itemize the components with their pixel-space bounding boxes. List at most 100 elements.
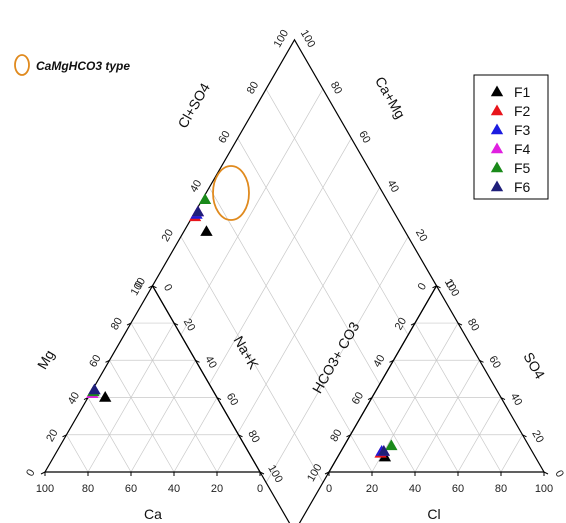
- cation-nak-tick: [195, 359, 200, 363]
- legend-label-f5: F5: [514, 160, 531, 176]
- cation-grid-line: [66, 434, 89, 473]
- diamond-grid-line: [265, 88, 409, 336]
- tick-label-ca-mg: 0: [443, 279, 456, 290]
- anion-hco3-tick: [346, 434, 351, 438]
- cation-mg-tick: [40, 471, 46, 475]
- anion-grid-line: [500, 434, 523, 473]
- cation-grid-line: [87, 397, 132, 473]
- data-points: [86, 193, 398, 462]
- legend-marker-f5: [490, 161, 504, 173]
- tick-label-cl-so4: 80: [245, 80, 262, 97]
- tick-label-mg: 40: [66, 390, 83, 407]
- tick-label-hco3: 60: [350, 390, 367, 407]
- legend-label-f1: F1: [514, 84, 531, 100]
- anion-grid-line: [393, 360, 459, 473]
- tick-label-cl-so4: 40: [188, 178, 205, 195]
- cation-point-f6: [88, 383, 101, 395]
- cation-mg-tick: [148, 285, 153, 289]
- axis-title-so4: SO4: [520, 349, 548, 381]
- anion-grid-line: [414, 360, 480, 473]
- legend-marker-f3: [490, 123, 504, 135]
- diamond-grid-line: [237, 138, 381, 385]
- tick-label-cl-so4: 60: [216, 129, 233, 146]
- tick-label-cl: 100: [535, 483, 553, 495]
- cation-mg-tick: [62, 434, 67, 438]
- cation-grid-line: [130, 360, 196, 473]
- tick-label-so4: 60: [486, 354, 503, 371]
- annotation-label: CaMgHCO3 type: [36, 59, 130, 73]
- cation-mg-tick: [105, 359, 110, 363]
- cation-nak-tick: [173, 322, 179, 326]
- anion-grid-line: [414, 322, 502, 473]
- cation-grid-line: [216, 434, 239, 473]
- tick-label-ca-mg: 20: [413, 227, 430, 244]
- tick-label-nak: 0: [161, 282, 174, 293]
- tick-label-hco3: 40: [371, 353, 388, 370]
- tick-label-ca: 100: [36, 483, 54, 495]
- annotation-ellipse: [212, 165, 250, 221]
- tick-label-so4: 40: [508, 391, 525, 408]
- legend-marker-f1: [490, 85, 504, 97]
- legend-marker-f2: [490, 104, 504, 116]
- diamond-grid-line: [265, 236, 409, 483]
- tick-label-ca-mg: 60: [356, 129, 373, 146]
- diamond-point-f6: [191, 205, 205, 217]
- cation-mg-tick: [126, 322, 132, 326]
- diamond-point-f1: [200, 225, 213, 236]
- legend-label-f4: F4: [514, 141, 531, 157]
- tick-label-mg: 20: [44, 427, 61, 444]
- axis-title-cl-so4: Cl+SO4: [174, 80, 213, 131]
- cation-point-f1: [99, 391, 112, 402]
- anion-hco3-tick: [432, 285, 437, 289]
- tick-label-cl-so4: 20: [160, 227, 177, 244]
- legend-label-f6: F6: [514, 179, 531, 195]
- tick-label-nak: 20: [181, 317, 198, 334]
- tick-label-hco3: 20: [393, 316, 410, 333]
- tick-label-hco3: 0: [416, 281, 429, 292]
- legend-label-f2: F2: [514, 103, 531, 119]
- tick-label-so4: 20: [529, 428, 546, 445]
- tick-label-cl: 80: [495, 483, 507, 495]
- tick-label-so4: 80: [465, 317, 482, 334]
- legend-box: [473, 74, 549, 200]
- tick-label-ca-mg: 100: [298, 28, 318, 50]
- cation-grid-line: [109, 360, 175, 473]
- diamond-point-f5: [198, 193, 212, 204]
- anion-hco3-tick: [324, 471, 330, 475]
- tick-label-mg: 80: [109, 316, 126, 333]
- cation-nak-tick: [259, 471, 265, 475]
- tick-label-cl: 0: [326, 483, 332, 495]
- anion-grid-line: [371, 397, 416, 473]
- tick-label-cl: 40: [409, 483, 421, 495]
- legend-label-f3: F3: [514, 122, 531, 138]
- anion-so4-tick: [522, 434, 527, 438]
- diamond-grid-line: [180, 88, 324, 336]
- anion-point-f6: [377, 445, 390, 456]
- anion-so4-tick: [543, 471, 549, 475]
- plot-frames: [43, 38, 546, 523]
- tick-label-ca: 0: [257, 483, 263, 495]
- tick-label-nak: 40: [202, 354, 219, 371]
- diamond-grid-line: [208, 138, 352, 385]
- tick-label-ca-mg: 80: [328, 80, 345, 97]
- legend-marker-f4: [490, 142, 504, 154]
- tick-label-mg: 100: [129, 276, 149, 298]
- cation-grid-line: [130, 322, 218, 473]
- tick-label-ca-mg: 40: [385, 178, 402, 195]
- legend-marker-f6: [490, 180, 504, 192]
- cation-nak-tick: [216, 397, 222, 400]
- legend: F1 F2 F3 F4 F5 F6: [473, 74, 549, 200]
- anion-so4-tick: [500, 397, 506, 400]
- tick-label-nak: 80: [245, 428, 262, 445]
- axis-title-ca: Ca: [144, 506, 162, 522]
- anion-point-f5: [385, 439, 398, 451]
- cation-triangle-frame: [43, 284, 262, 473]
- annotation-key-icon: [14, 54, 30, 76]
- anion-hco3-tick: [367, 397, 373, 400]
- tick-label-cl-so4: 0: [133, 279, 146, 290]
- tick-label-so4: 0: [552, 468, 565, 479]
- anion-so4-tick: [479, 359, 484, 363]
- anion-grid-line: [350, 434, 373, 473]
- tick-label-mg: 60: [87, 353, 104, 370]
